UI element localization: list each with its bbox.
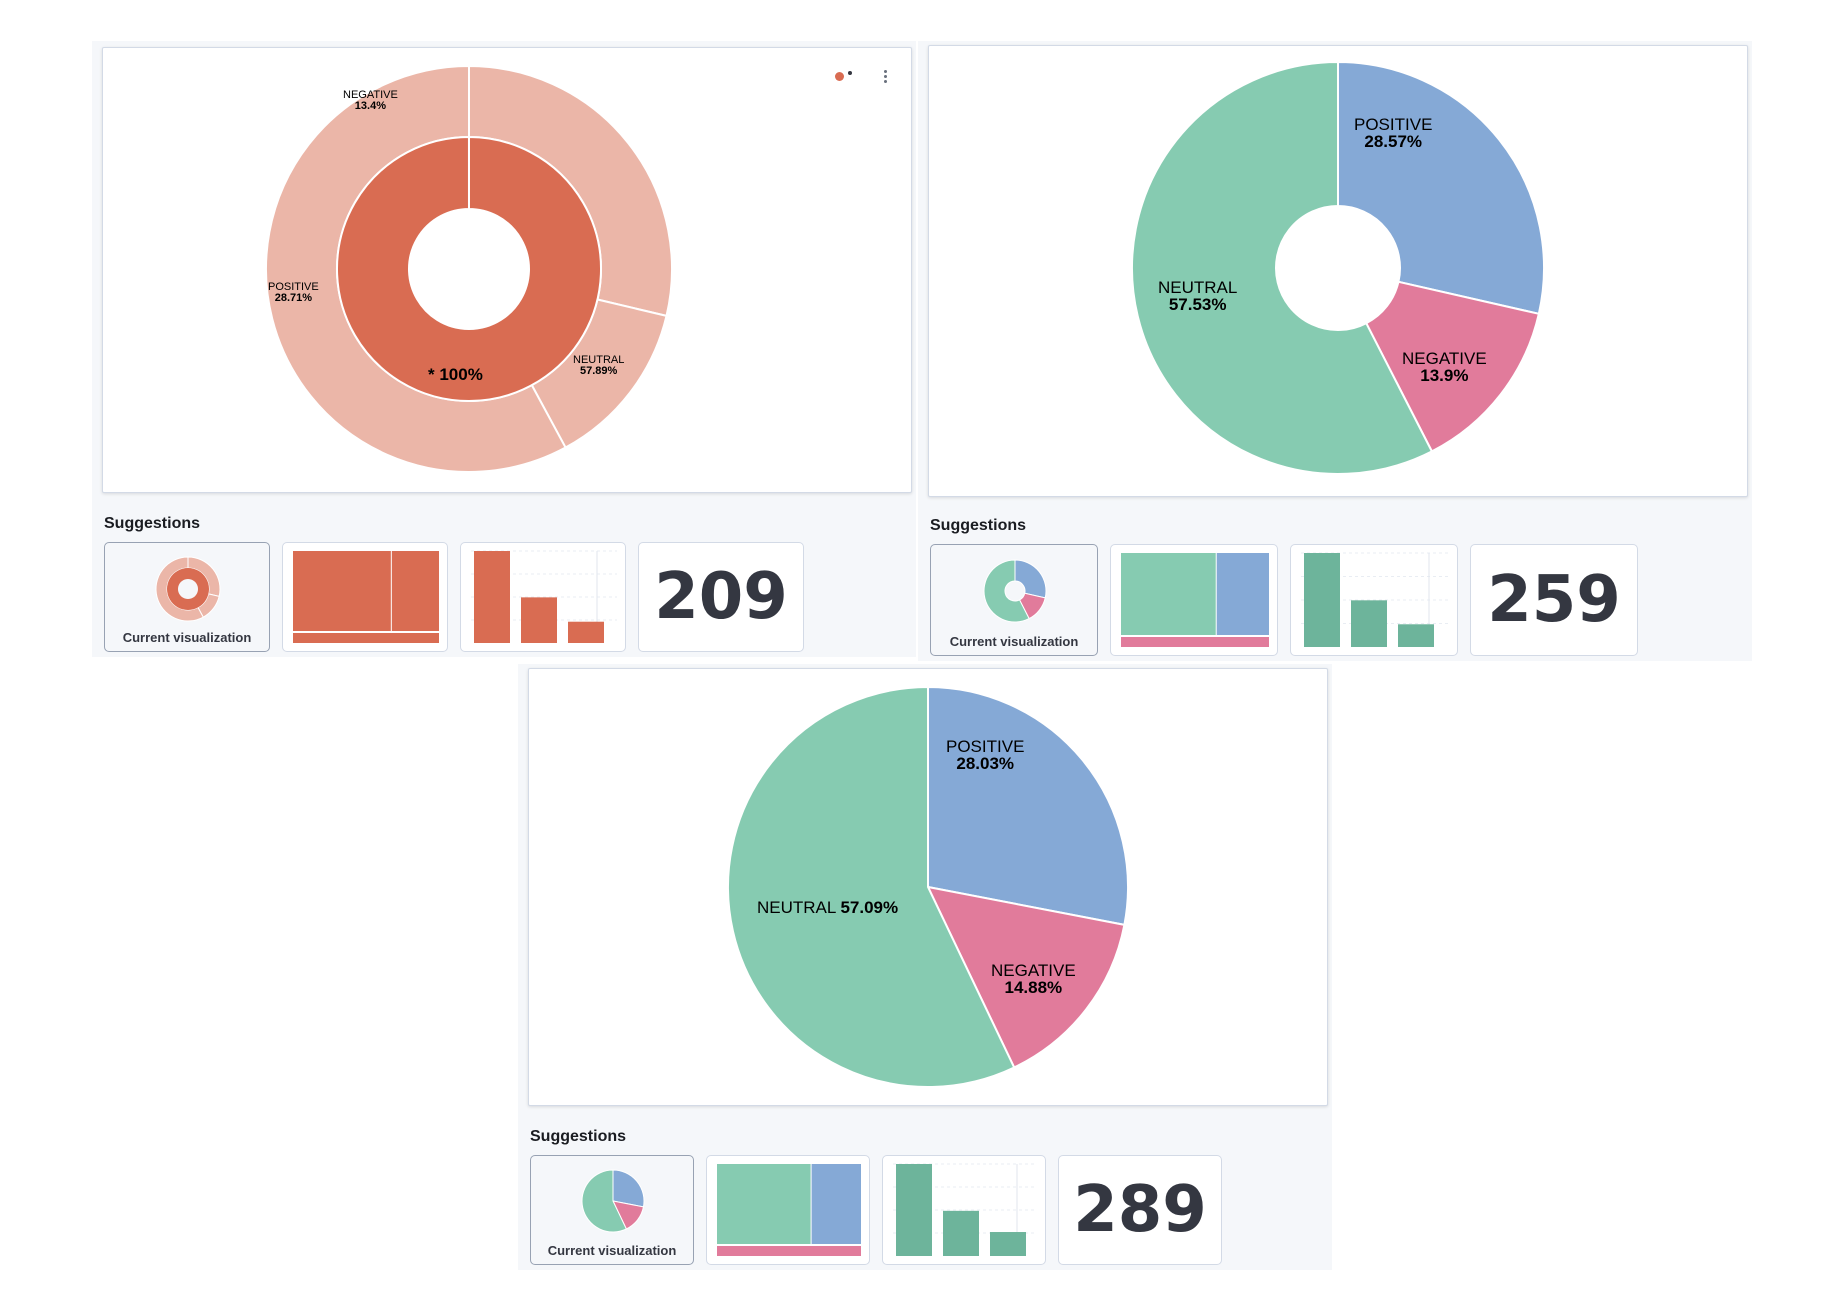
- donut-slice-negative: [1364, 280, 1541, 453]
- segment-label-neutral: NEUTRAL 57.09%: [757, 898, 899, 917]
- bar-thumbnail-icon: [893, 1163, 1037, 1256]
- treemap-cell-positive: [1216, 553, 1269, 635]
- segment-label-negative: NEGATIVE 13.9%: [1402, 349, 1487, 385]
- segment-label-neutral: NEUTRAL 57.53%: [1158, 278, 1238, 314]
- thumb-inner-slice: [167, 568, 210, 610]
- panel-toolbar: [835, 70, 887, 83]
- segment-label-positive: POSITIVE 28.03%: [946, 737, 1025, 773]
- pie-chart: [727, 685, 1129, 1088]
- metric-value: 289: [1073, 1173, 1207, 1247]
- pie-slice-positive: [927, 685, 1129, 927]
- bar-positive: [1351, 600, 1387, 647]
- treemap-cell-negative: [717, 1246, 861, 1256]
- bar-positive: [521, 597, 557, 643]
- pie-slice-negative: [926, 885, 1126, 1069]
- suggestion-bar-chart[interactable]: [1290, 544, 1458, 656]
- donut-thumbnail-icon: [983, 559, 1047, 623]
- segment-label-neutral: NEUTRAL 57.89%: [573, 354, 625, 377]
- suggestions-title: Suggestions: [530, 1128, 627, 1145]
- current-visualization-label: Current visualization: [122, 630, 252, 645]
- chart-panel-1: NEGATIVE 13.4% POSITIVE 28.71% NEUTRAL 5…: [102, 47, 912, 493]
- treemap-cell-neutral: [293, 551, 391, 631]
- sunburst-chart: [265, 64, 673, 473]
- suggestion-treemap[interactable]: [282, 542, 448, 652]
- pie-slice-neutral: [727, 685, 1016, 1088]
- current-visualization-label: Current visualization: [949, 634, 1079, 649]
- thumb-slice-neutral: [983, 559, 1030, 623]
- segment-label-positive: POSITIVE 28.57%: [1354, 115, 1433, 151]
- segment-label-inner: * 100%: [428, 365, 483, 384]
- treemap-thumbnail-icon: [293, 551, 439, 643]
- bar-neutral: [1304, 553, 1340, 647]
- treemap-cell-negative: [1121, 637, 1269, 647]
- bar-thumbnail-icon: [471, 550, 617, 643]
- treemap-cell-positive: [811, 1164, 861, 1244]
- bar-neutral: [474, 551, 510, 643]
- treemap-cell-neutral: [1121, 553, 1216, 635]
- suggestion-treemap[interactable]: [1110, 544, 1278, 656]
- segment-label-negative: NEGATIVE 13.4%: [343, 89, 398, 112]
- bar-positive: [943, 1210, 979, 1256]
- legend-toggle-icon[interactable]: [835, 70, 852, 81]
- donut-chart: [1131, 60, 1545, 475]
- donut-thumbnail-icon: [155, 556, 221, 622]
- metric-value: 259: [1487, 563, 1621, 637]
- suggestion-bar-chart[interactable]: [460, 542, 626, 652]
- suggestion-current-visualization[interactable]: Current visualization: [530, 1155, 694, 1265]
- metric-value: 209: [654, 560, 788, 634]
- suggestion-metric[interactable]: 289: [1058, 1155, 1222, 1265]
- suggestion-bar-chart[interactable]: [882, 1155, 1046, 1265]
- suggestions-title: Suggestions: [930, 517, 1027, 534]
- treemap-cell-positive: [391, 551, 439, 631]
- segment-label-negative: NEGATIVE 14.88%: [991, 961, 1076, 997]
- suggestion-treemap[interactable]: [706, 1155, 870, 1265]
- thumb-slice-positive: [1014, 559, 1047, 599]
- chart-section-1: NEGATIVE 13.4% POSITIVE 28.71% NEUTRAL 5…: [92, 41, 916, 657]
- pie-thumbnail-icon: [581, 1169, 645, 1233]
- suggestion-current-visualization[interactable]: Current visualization: [930, 544, 1098, 656]
- chart-panel-3: POSITIVE 28.03% NEUTRAL 57.09% NEGATIVE …: [528, 668, 1328, 1106]
- bar-thumbnail-icon: [1301, 552, 1449, 647]
- donut-slice-neutral: [1131, 60, 1434, 475]
- suggestion-metric[interactable]: 209: [638, 542, 804, 652]
- bar-neutral: [896, 1164, 932, 1256]
- chart-section-3: POSITIVE 28.03% NEUTRAL 57.09% NEGATIVE …: [518, 664, 1332, 1270]
- suggestions-title: Suggestions: [104, 515, 201, 532]
- thumb-slice-positive: [612, 1169, 645, 1208]
- inner-ring-slice: [336, 135, 602, 402]
- suggestion-metric[interactable]: 259: [1470, 544, 1638, 656]
- suggestion-current-visualization[interactable]: Current visualization: [104, 542, 270, 652]
- bar-negative: [990, 1232, 1026, 1256]
- chart-section-2: POSITIVE 28.57% NEUTRAL 57.53% NEGATIVE …: [918, 41, 1752, 661]
- treemap-cell-negative: [293, 633, 439, 643]
- bar-negative: [1398, 624, 1434, 647]
- chart-panel-2: POSITIVE 28.57% NEUTRAL 57.53% NEGATIVE …: [928, 45, 1748, 497]
- current-visualization-label: Current visualization: [547, 1243, 677, 1258]
- bar-negative: [568, 621, 604, 643]
- donut-slice-positive: [1337, 60, 1545, 316]
- treemap-cell-neutral: [717, 1164, 811, 1244]
- thumb-slice-neutral: [581, 1169, 628, 1233]
- segment-label-positive: POSITIVE 28.71%: [268, 281, 319, 304]
- treemap-thumbnail-icon: [1121, 553, 1269, 647]
- treemap-thumbnail-icon: [717, 1164, 861, 1256]
- options-menu-icon[interactable]: [884, 70, 887, 83]
